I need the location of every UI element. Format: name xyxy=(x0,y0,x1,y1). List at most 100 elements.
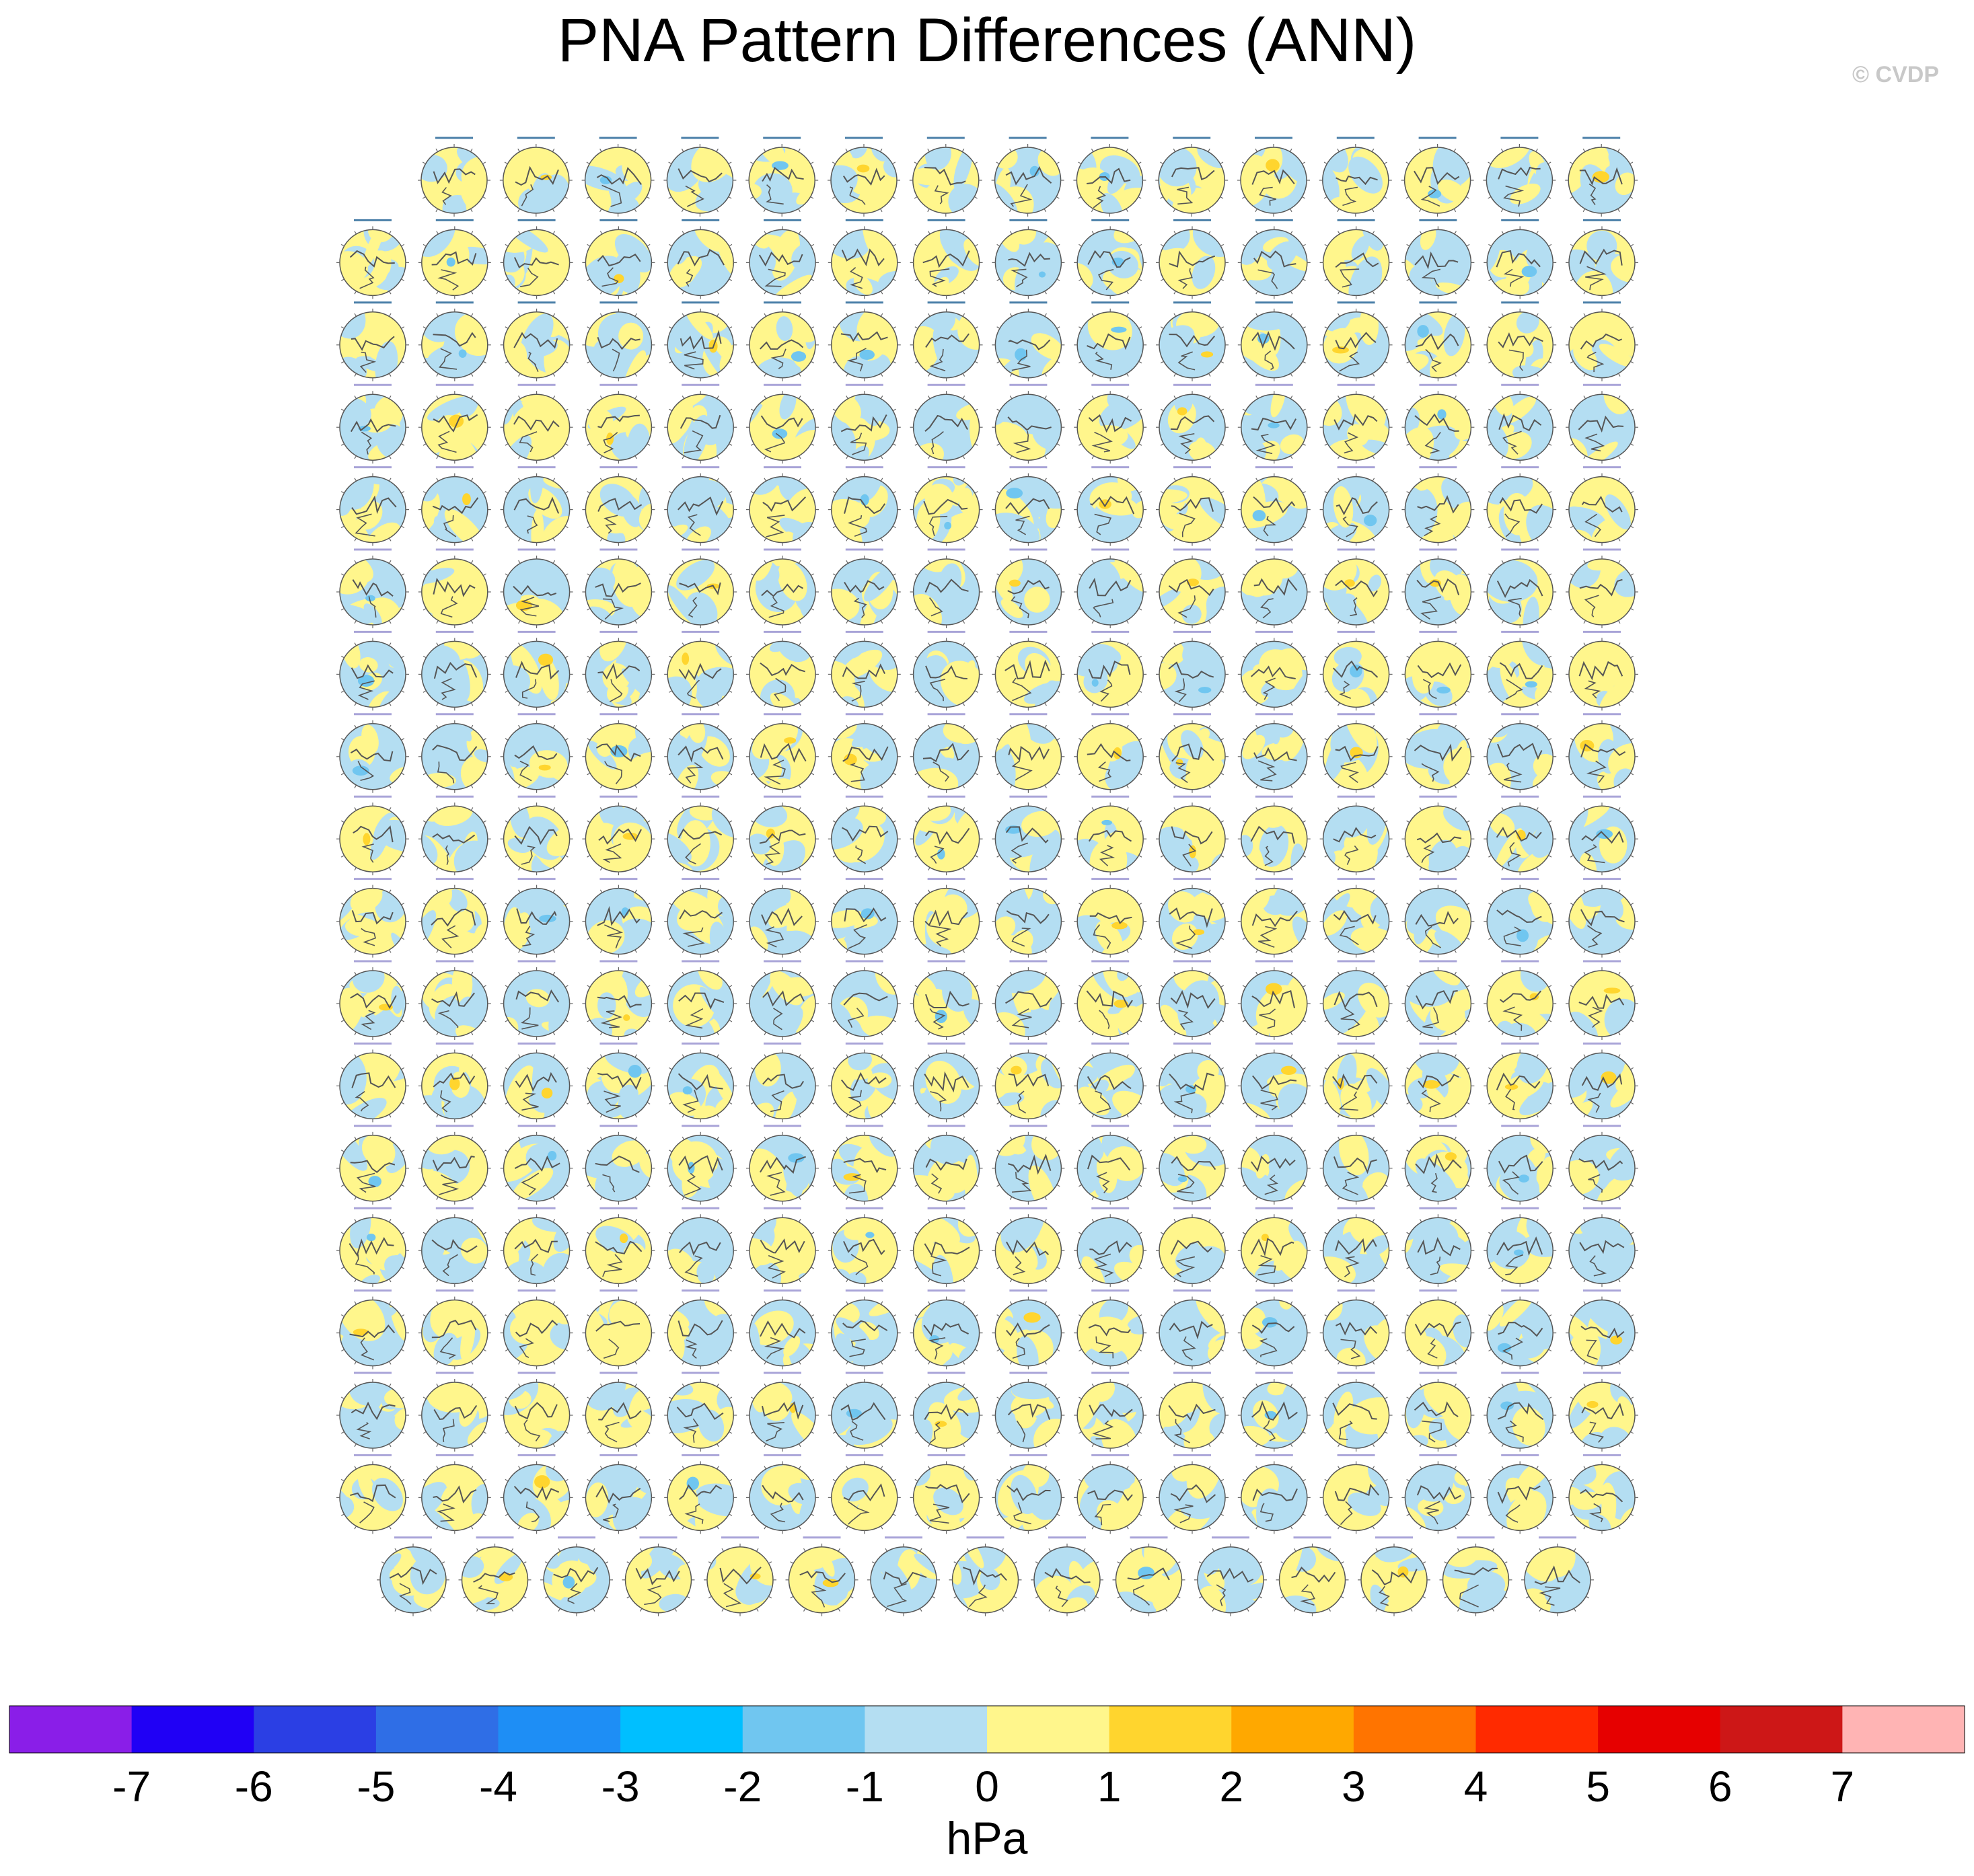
anomaly-core xyxy=(538,764,551,771)
panel-tick xyxy=(717,1032,719,1036)
panel-tick xyxy=(599,702,603,706)
anomaly-region xyxy=(1443,747,1471,786)
panel-tick xyxy=(647,820,651,823)
map-panel xyxy=(500,301,573,381)
panel-tick xyxy=(564,408,569,412)
panel-tick xyxy=(717,971,719,975)
anomaly-region xyxy=(854,394,880,426)
panel-tick xyxy=(1160,525,1164,529)
panel-tick xyxy=(1255,971,1258,975)
map-panel xyxy=(910,878,983,958)
panel-tick xyxy=(1466,278,1470,281)
panel-tick xyxy=(1138,326,1142,329)
anomaly-region xyxy=(1502,741,1542,774)
coastline xyxy=(1093,186,1106,209)
panel-tick xyxy=(1570,573,1574,576)
coastline xyxy=(519,431,538,453)
panel-tick xyxy=(1173,291,1177,295)
coastline xyxy=(760,339,804,350)
panel-tick xyxy=(914,361,918,364)
panel-tick xyxy=(974,243,978,247)
panel-tick xyxy=(811,903,815,905)
coastline xyxy=(1182,843,1197,867)
panel-tick xyxy=(647,607,651,611)
panel-tick xyxy=(388,807,392,811)
panel-tick xyxy=(928,889,930,893)
panel-tick xyxy=(1079,690,1083,693)
panel-tick xyxy=(1617,889,1621,893)
coastline xyxy=(1579,578,1623,597)
panel-tick xyxy=(1056,1067,1060,1070)
map-panel xyxy=(418,630,491,711)
panel-tick xyxy=(470,396,474,400)
coastline xyxy=(601,267,619,287)
anomaly-core xyxy=(446,257,455,267)
panel-tick xyxy=(974,690,978,693)
panel-tick xyxy=(729,738,733,741)
panel-tick xyxy=(1302,161,1306,165)
panel-tick xyxy=(928,313,930,317)
panel-tick xyxy=(1324,408,1328,412)
panel-tick xyxy=(717,455,719,459)
map-panel xyxy=(1484,713,1557,793)
coastline xyxy=(1332,660,1379,678)
panel-tick xyxy=(750,278,754,281)
panel-tick xyxy=(1056,326,1060,329)
coastline xyxy=(521,1007,539,1030)
coastline xyxy=(678,496,724,516)
panel-tick xyxy=(669,772,673,776)
panel-tick xyxy=(974,278,978,281)
map-panel xyxy=(1401,878,1475,958)
panel-tick xyxy=(681,209,684,213)
panel-tick xyxy=(647,855,651,858)
panel-tick xyxy=(401,326,405,329)
panel-tick xyxy=(1372,867,1375,871)
coastline xyxy=(1260,598,1274,619)
anomaly-region xyxy=(1368,574,1382,592)
panel-tick xyxy=(586,161,590,165)
panel-tick xyxy=(1583,620,1586,624)
panel-tick xyxy=(750,1102,754,1104)
panel-tick xyxy=(1208,291,1211,295)
panel-tick xyxy=(340,278,344,281)
panel-tick xyxy=(682,396,685,400)
panel-tick xyxy=(599,889,603,893)
panel-tick xyxy=(1372,478,1375,482)
map-panel xyxy=(1401,383,1475,464)
panel-tick xyxy=(880,560,883,564)
panel-tick xyxy=(564,243,569,247)
panel-tick xyxy=(832,690,836,693)
panel-tick xyxy=(1454,949,1457,953)
panel-tick xyxy=(914,161,918,165)
map-panel xyxy=(1237,301,1311,381)
panel-tick xyxy=(669,361,673,364)
panel-tick xyxy=(1405,161,1410,165)
map-panel xyxy=(1319,301,1393,381)
panel-tick xyxy=(388,867,392,871)
panel-tick xyxy=(518,560,521,564)
map-panel xyxy=(336,795,409,876)
map-panel xyxy=(1401,630,1475,711)
coastline xyxy=(1093,924,1111,949)
panel-tick xyxy=(1290,478,1293,482)
panel-tick xyxy=(388,478,392,482)
panel-tick xyxy=(1302,326,1306,329)
coastline xyxy=(677,249,725,266)
panel-tick xyxy=(1044,478,1047,482)
map-panel xyxy=(992,960,1065,1040)
coastline xyxy=(1168,661,1214,679)
panel-tick xyxy=(682,560,685,564)
panel-tick xyxy=(996,1102,1000,1104)
panel-tick xyxy=(482,772,486,776)
coastline xyxy=(1344,846,1359,865)
panel-tick xyxy=(996,326,1000,329)
panel-tick xyxy=(928,373,930,377)
panel-tick xyxy=(811,655,815,659)
panel-tick xyxy=(729,1102,733,1104)
panel-tick xyxy=(832,772,836,776)
panel-tick xyxy=(1056,690,1060,693)
coastline xyxy=(758,252,803,267)
panel-tick xyxy=(996,491,1000,494)
panel-tick xyxy=(750,772,754,776)
coastline xyxy=(1179,513,1196,537)
